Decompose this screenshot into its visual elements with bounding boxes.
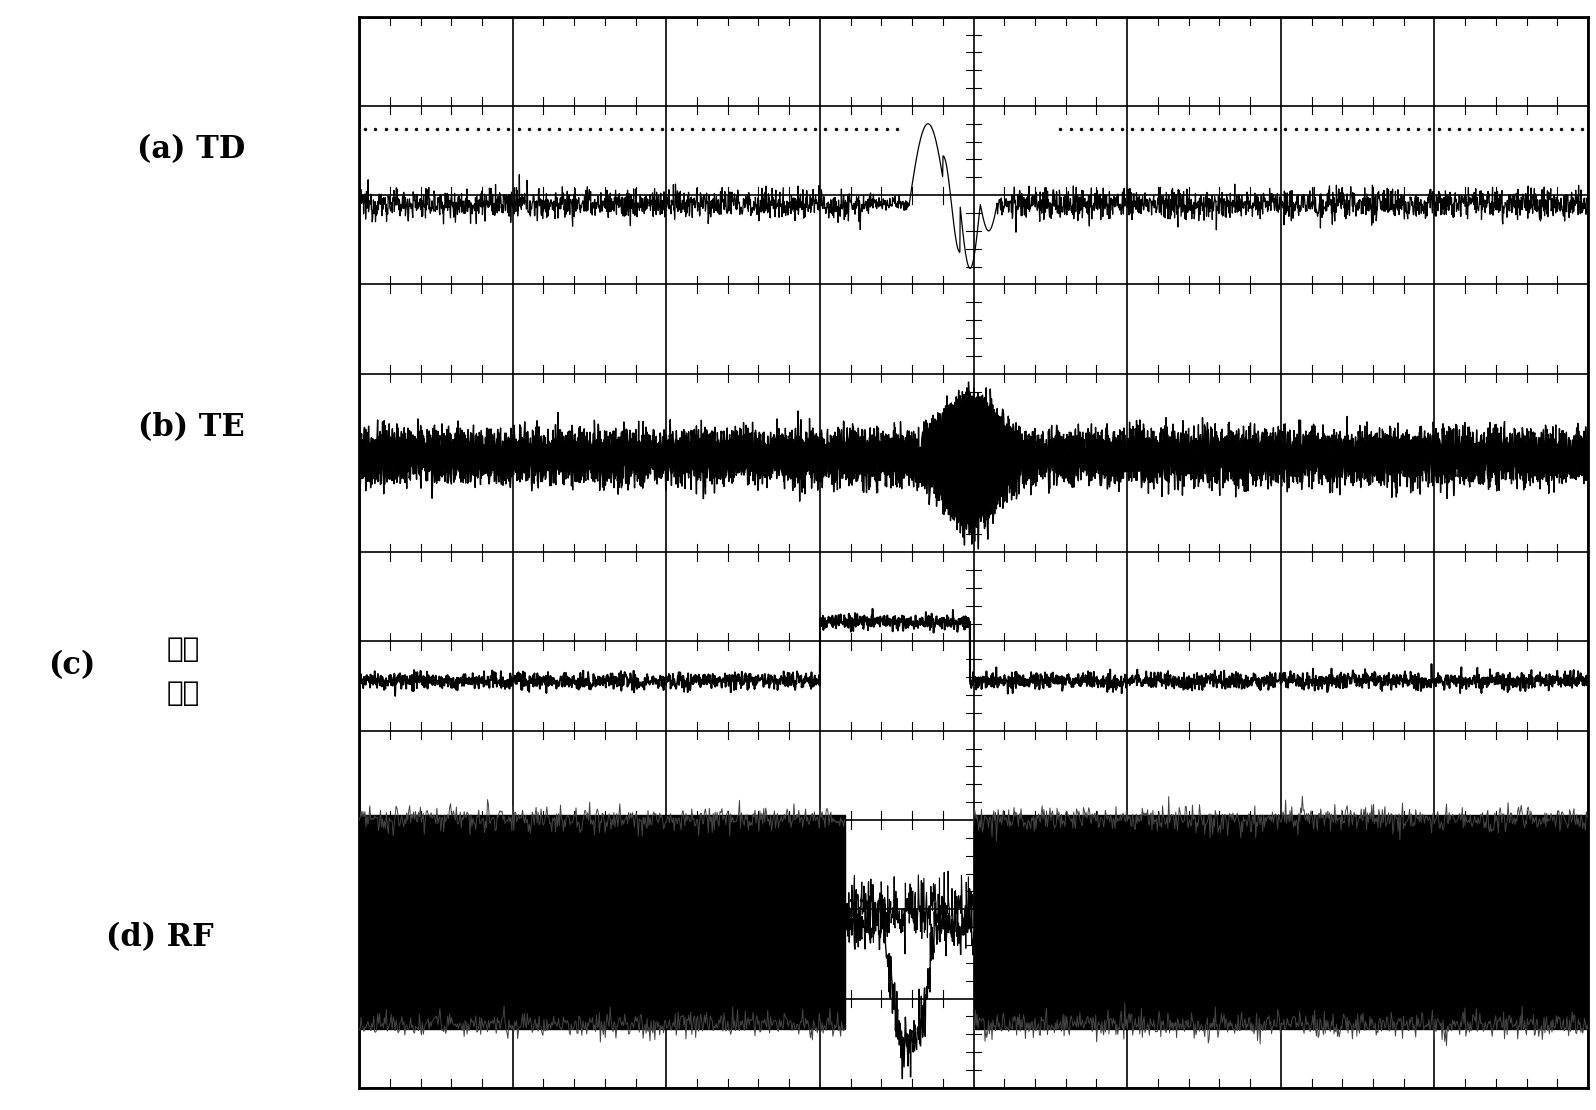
Text: (b) TE: (b) TE	[139, 412, 244, 443]
Text: 缺陷: 缺陷	[168, 636, 200, 663]
Text: (d) RF: (d) RF	[105, 922, 214, 953]
Text: (c): (c)	[48, 650, 96, 682]
Bar	[359, 815, 844, 1029]
Bar	[974, 815, 1588, 1029]
Text: (a) TD: (a) TD	[137, 134, 246, 165]
Text: 信号: 信号	[168, 680, 200, 707]
